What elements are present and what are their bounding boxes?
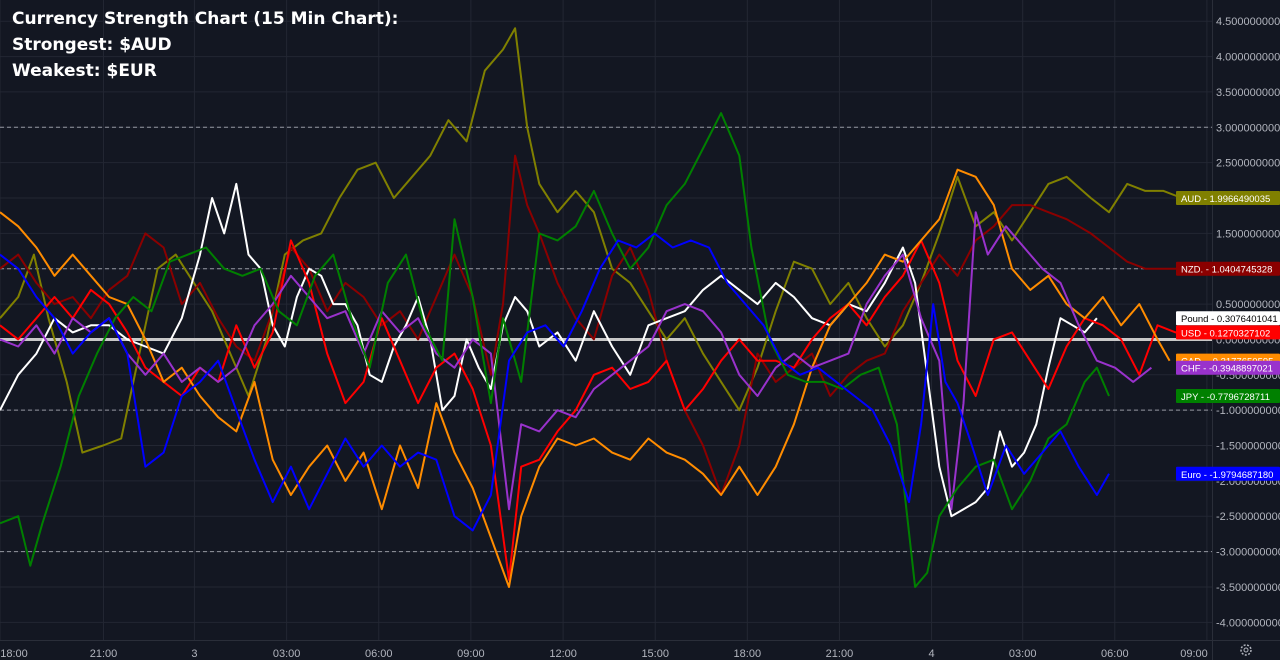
y-tick-label: -1.0000000000 bbox=[1216, 405, 1280, 417]
x-tick-label: 15:00 bbox=[641, 648, 669, 660]
series-value-label-bg bbox=[1176, 325, 1280, 340]
series-line-nzd bbox=[0, 154, 1182, 496]
y-tick-label: 3.5000000000 bbox=[1216, 87, 1280, 99]
x-tick-label: 09:00 bbox=[457, 648, 485, 660]
series-value-label-bg bbox=[1176, 360, 1280, 375]
x-tick-label: 18:00 bbox=[0, 648, 28, 660]
series-line-euro bbox=[0, 232, 1110, 532]
series-line-jpy bbox=[0, 112, 1110, 588]
y-tick-label: 3.0000000000 bbox=[1216, 122, 1280, 134]
gear-icon[interactable] bbox=[1240, 644, 1252, 656]
series-value-label: Euro - -1.9794687180 bbox=[1181, 470, 1273, 481]
series-value-label-bg bbox=[1176, 311, 1280, 326]
series-line-cad bbox=[0, 168, 1171, 588]
gear-icon-ring bbox=[1240, 644, 1252, 656]
y-tick-label: 4.0000000000 bbox=[1216, 52, 1280, 64]
series-value-label: JPY - -0.7796728711 bbox=[1181, 392, 1270, 403]
title-line-2: Strongest: $AUD bbox=[12, 35, 172, 55]
series-value-label: CHF - -0.3948897021 bbox=[1181, 364, 1273, 375]
series-line-chf bbox=[0, 211, 1153, 511]
x-tick-label: 4 bbox=[928, 648, 934, 660]
series-value-label: NZD. - 1.0404745328 bbox=[1181, 265, 1272, 276]
x-tick-label: 21:00 bbox=[90, 648, 118, 660]
x-tick-label: 06:00 bbox=[365, 648, 393, 660]
y-tick-label: 0.5000000000 bbox=[1216, 299, 1280, 311]
x-tick-label: 18:00 bbox=[734, 648, 762, 660]
y-tick-label: -3.5000000000 bbox=[1216, 582, 1280, 594]
x-tick-label: 03:00 bbox=[1009, 648, 1037, 660]
gear-icon-hub bbox=[1243, 647, 1249, 653]
title-line-3: Weakest: $EUR bbox=[12, 61, 157, 81]
x-tick-label: 3 bbox=[191, 648, 197, 660]
series-value-label-bg bbox=[1176, 466, 1280, 481]
series-value-label-bg bbox=[1176, 261, 1280, 276]
x-tick-label: 09:00 bbox=[1180, 648, 1208, 660]
chart-title: Currency Strength Chart (15 Min Chart): … bbox=[12, 6, 398, 84]
y-tick-label: -2.5000000000 bbox=[1216, 511, 1280, 523]
series-value-label: AUD - 1.9966490035 bbox=[1181, 194, 1270, 205]
y-tick-label: -4.0000000000 bbox=[1216, 617, 1280, 629]
x-tick-label: 03:00 bbox=[273, 648, 301, 660]
series-value-label: USD - 0.1270327102 bbox=[1181, 328, 1270, 339]
x-tick-label: 12:00 bbox=[549, 648, 577, 660]
series-value-label-bg bbox=[1176, 389, 1280, 404]
y-tick-label: 2.5000000000 bbox=[1216, 158, 1280, 170]
y-tick-label: -1.5000000000 bbox=[1216, 441, 1280, 453]
series-value-label: Pound - 0.3076401041 bbox=[1181, 314, 1278, 325]
series-value-label-bg bbox=[1176, 191, 1280, 206]
y-tick-label: 1.5000000000 bbox=[1216, 228, 1280, 240]
x-tick-label: 21:00 bbox=[826, 648, 854, 660]
y-tick-label: -3.0000000000 bbox=[1216, 547, 1280, 559]
series-line-pound bbox=[0, 182, 1098, 518]
x-tick-label: 06:00 bbox=[1101, 648, 1129, 660]
y-tick-label: 4.5000000000 bbox=[1216, 16, 1280, 28]
title-line-1: Currency Strength Chart (15 Min Chart): bbox=[12, 9, 399, 29]
